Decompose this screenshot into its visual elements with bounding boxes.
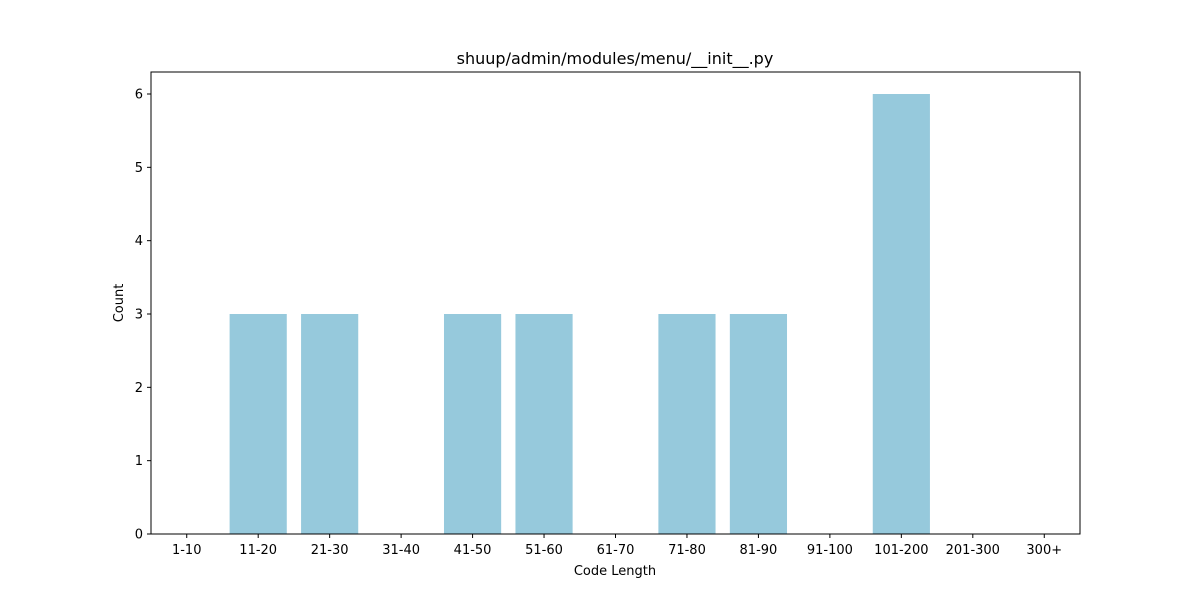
y-tick-label: 3 [135,308,143,323]
x-tick-label: 71-80 [668,543,706,558]
x-tick-label: 201-300 [946,543,1000,558]
y-tick-label: 2 [135,381,143,396]
x-tick-label: 101-200 [874,543,928,558]
x-tick-label: 300+ [1026,543,1062,558]
bar-101-200 [872,94,930,534]
y-axis: 0 1 2 3 4 5 6 [135,88,151,543]
x-axis: 1-10 11-20 21-30 31-40 41-50 51-60 61-70 71-80 8… [172,534,1062,558]
bar-41-50 [443,314,502,534]
y-tick-label: 4 [135,234,143,249]
y-tick-label: 5 [135,161,143,176]
y-tick-label: 6 [135,88,143,103]
y-axis-title: Count [112,284,127,323]
y-tick-label: 1 [135,454,143,469]
x-axis-title: Code Length [574,564,656,579]
x-tick-label: 31-40 [382,543,420,558]
bar-71-80 [658,314,716,534]
bars-layer [229,94,930,534]
bar-51-60 [515,314,573,534]
x-tick-label: 81-90 [740,543,778,558]
x-tick-label: 91-100 [807,543,853,558]
bar-81-90 [729,314,788,534]
x-tick-label: 21-30 [311,543,349,558]
x-tick-label: 61-70 [597,543,635,558]
y-tick-label: 0 [135,528,143,543]
x-tick-label: 51-60 [525,543,563,558]
bar-11-20 [229,314,287,534]
x-tick-label: 41-50 [454,543,492,558]
plot-frame [150,71,1081,535]
chart-title: shuup/admin/modules/menu/__init__.py [457,49,774,69]
x-tick-label: 1-10 [172,543,202,558]
x-tick-label: 11-20 [239,543,277,558]
bar-21-30 [301,314,359,534]
